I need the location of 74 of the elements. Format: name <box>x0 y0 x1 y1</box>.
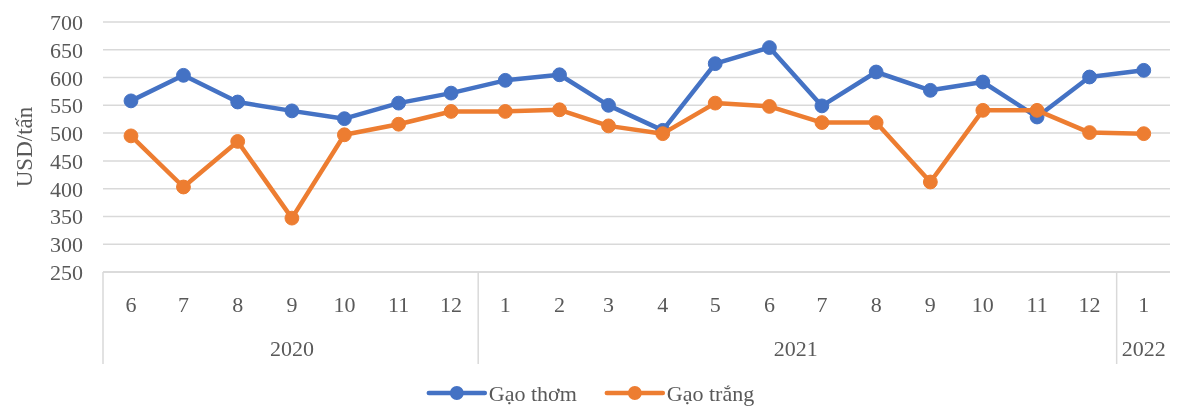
point <box>814 115 830 130</box>
x-tick-label: 4 <box>657 291 669 317</box>
point <box>176 67 191 83</box>
point <box>1082 125 1097 140</box>
x-tick-label: 1 <box>499 291 511 317</box>
x-tick-label: 12 <box>440 291 463 317</box>
point <box>655 126 671 142</box>
y-tick-label: 300 <box>50 231 83 257</box>
point <box>922 174 938 190</box>
point <box>230 134 246 149</box>
y-tick-label: 600 <box>50 65 83 91</box>
point <box>497 72 513 88</box>
point <box>975 74 991 90</box>
x-tick-label: 6 <box>763 291 775 317</box>
point <box>443 104 459 119</box>
x-tick-label: 3 <box>603 291 615 317</box>
x-tick-label: 11 <box>1026 291 1048 317</box>
point <box>707 56 723 72</box>
x-tick-label: 8 <box>870 291 882 317</box>
legend-label: Gạo trắng <box>666 380 755 406</box>
y-tick-label: 650 <box>50 37 83 63</box>
y-tick-label: 350 <box>50 203 83 229</box>
x-tick-label: 10 <box>971 291 994 317</box>
point <box>176 179 191 195</box>
point <box>1136 62 1152 78</box>
y-tick-label: 700 <box>50 9 83 35</box>
point <box>391 95 407 111</box>
x-tick-label: 12 <box>1078 291 1101 317</box>
point <box>443 85 459 101</box>
y-axis-title: USD/tấn <box>11 106 37 188</box>
x-tick-label: 11 <box>388 291 410 317</box>
point <box>868 64 884 80</box>
point <box>868 115 884 130</box>
point <box>230 94 246 110</box>
y-tick-label: 250 <box>50 259 83 285</box>
y-tick-label: 450 <box>50 148 83 174</box>
point <box>1082 69 1097 85</box>
point <box>123 93 139 109</box>
point <box>922 82 938 98</box>
point <box>336 111 352 127</box>
x-tick-label: 7 <box>816 291 828 317</box>
x-tick-label: 1 <box>1138 291 1150 317</box>
point <box>284 103 300 119</box>
point <box>123 128 139 144</box>
x2-tick-label: 2022 <box>1121 335 1166 361</box>
y-tick-label: 550 <box>50 92 83 118</box>
x2-tick-label: 2021 <box>773 335 818 361</box>
point <box>1029 102 1045 118</box>
point <box>762 40 777 55</box>
y-tick-label: 400 <box>50 176 83 202</box>
point <box>552 102 567 118</box>
legend-label: Gạo thơm <box>488 380 577 406</box>
x-tick-label: 10 <box>333 291 356 317</box>
point <box>284 210 300 226</box>
point <box>601 118 616 134</box>
point <box>601 97 616 113</box>
point <box>975 102 991 118</box>
x-tick-label: 2 <box>554 291 566 317</box>
x-tick-label: 8 <box>232 291 244 317</box>
point <box>814 98 830 114</box>
x-tick-label: 5 <box>709 291 721 317</box>
x-tick-label: 9 <box>924 291 936 317</box>
y-tick-label: 500 <box>50 120 83 146</box>
point <box>336 127 352 143</box>
x2-tick-label: 2020 <box>269 335 314 361</box>
point <box>1136 126 1152 142</box>
x-tick-label: 7 <box>177 291 189 317</box>
point <box>762 99 777 114</box>
point <box>707 95 723 111</box>
point <box>497 104 513 119</box>
point <box>552 67 567 83</box>
point <box>391 116 407 132</box>
x-tick-label: 6 <box>125 291 137 317</box>
x-tick-label: 9 <box>286 291 298 317</box>
